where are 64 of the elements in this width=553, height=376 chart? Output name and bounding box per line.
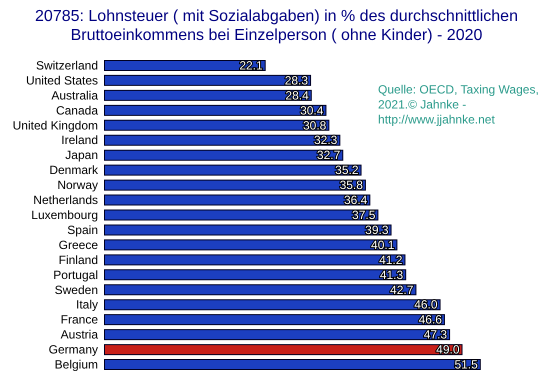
bar (104, 134, 340, 146)
y-tick-label: Denmark (49, 163, 99, 178)
bar (104, 120, 330, 131)
data-label: 49.0 (436, 342, 460, 357)
y-tick-label: Italy (76, 298, 98, 312)
data-label: 41.2 (379, 252, 403, 267)
y-tick-label: Australia (51, 88, 98, 102)
data-label: 35.2 (335, 163, 359, 178)
y-tick-label: Norway (57, 178, 98, 192)
data-label: 22.1 (239, 58, 264, 72)
data-label: 36.4 (344, 193, 368, 208)
bar (104, 90, 312, 101)
y-tick-label: Ireland (61, 133, 98, 148)
y-tick-label: Belgium (54, 358, 98, 372)
y-tick-label: Spain (67, 222, 98, 237)
bar (104, 359, 481, 370)
bar (104, 254, 406, 266)
bar (104, 329, 450, 340)
y-tick-label: Sweden (54, 282, 98, 297)
bar (104, 284, 416, 296)
bar (104, 269, 406, 280)
data-label: 28.3 (284, 73, 308, 88)
bar (104, 344, 463, 356)
data-label: 42.7 (390, 282, 414, 297)
y-tick-label: Germany (48, 342, 98, 357)
data-label: 30.4 (300, 103, 324, 118)
bar (104, 314, 445, 326)
data-label: 46.6 (418, 312, 442, 327)
bar (104, 194, 370, 206)
data-label: 37.5 (352, 208, 376, 222)
bar (104, 224, 392, 236)
y-tick-label: United States (26, 73, 98, 88)
data-label: 51.5 (454, 358, 478, 372)
y-tick-label: Luxembourg (31, 208, 98, 222)
y-tick-label: United Kingdom (12, 118, 98, 132)
y-tick-label: Netherlands (33, 193, 98, 208)
chart-title: 20785: Lohnsteuer ( mit Sozialabgaben) in % des durchschnittlichen Bruttoeinkommens bei Einzelperson ( ohne Kinder) - 2020 (35, 8, 518, 44)
data-label: 47.3 (424, 328, 448, 342)
y-tick-label: Greece (58, 238, 98, 252)
data-label: 32.7 (316, 148, 341, 162)
bar (104, 150, 344, 161)
y-tick-label: Austria (60, 328, 98, 342)
data-label: 39.3 (365, 222, 389, 237)
data-label: 28.4 (285, 88, 310, 102)
y-tick-label: Canada (56, 103, 98, 118)
data-label: 41.3 (380, 268, 404, 282)
data-label: 46.0 (414, 298, 438, 312)
y-tick-label: Japan (65, 148, 98, 162)
y-tick-label: Switzerland (36, 58, 98, 72)
annotation: Quelle: OECD, Taxing Wages, 2021.© Jahnke - http://www.jjahnke.net (378, 82, 539, 126)
bar (104, 164, 362, 176)
data-label: 32.3 (314, 133, 338, 148)
bar (104, 180, 366, 191)
y-tick-label: Finland (58, 252, 98, 267)
data-label: 40.1 (371, 238, 395, 252)
bar (104, 299, 441, 310)
bar (104, 210, 378, 220)
bar (104, 74, 312, 86)
y-tick-label: France (60, 312, 98, 327)
bar (104, 104, 326, 116)
data-label: 35.8 (340, 178, 364, 192)
data-label: 30.8 (302, 118, 327, 132)
y-tick-label: Portugal (53, 268, 98, 282)
bar (104, 239, 398, 250)
